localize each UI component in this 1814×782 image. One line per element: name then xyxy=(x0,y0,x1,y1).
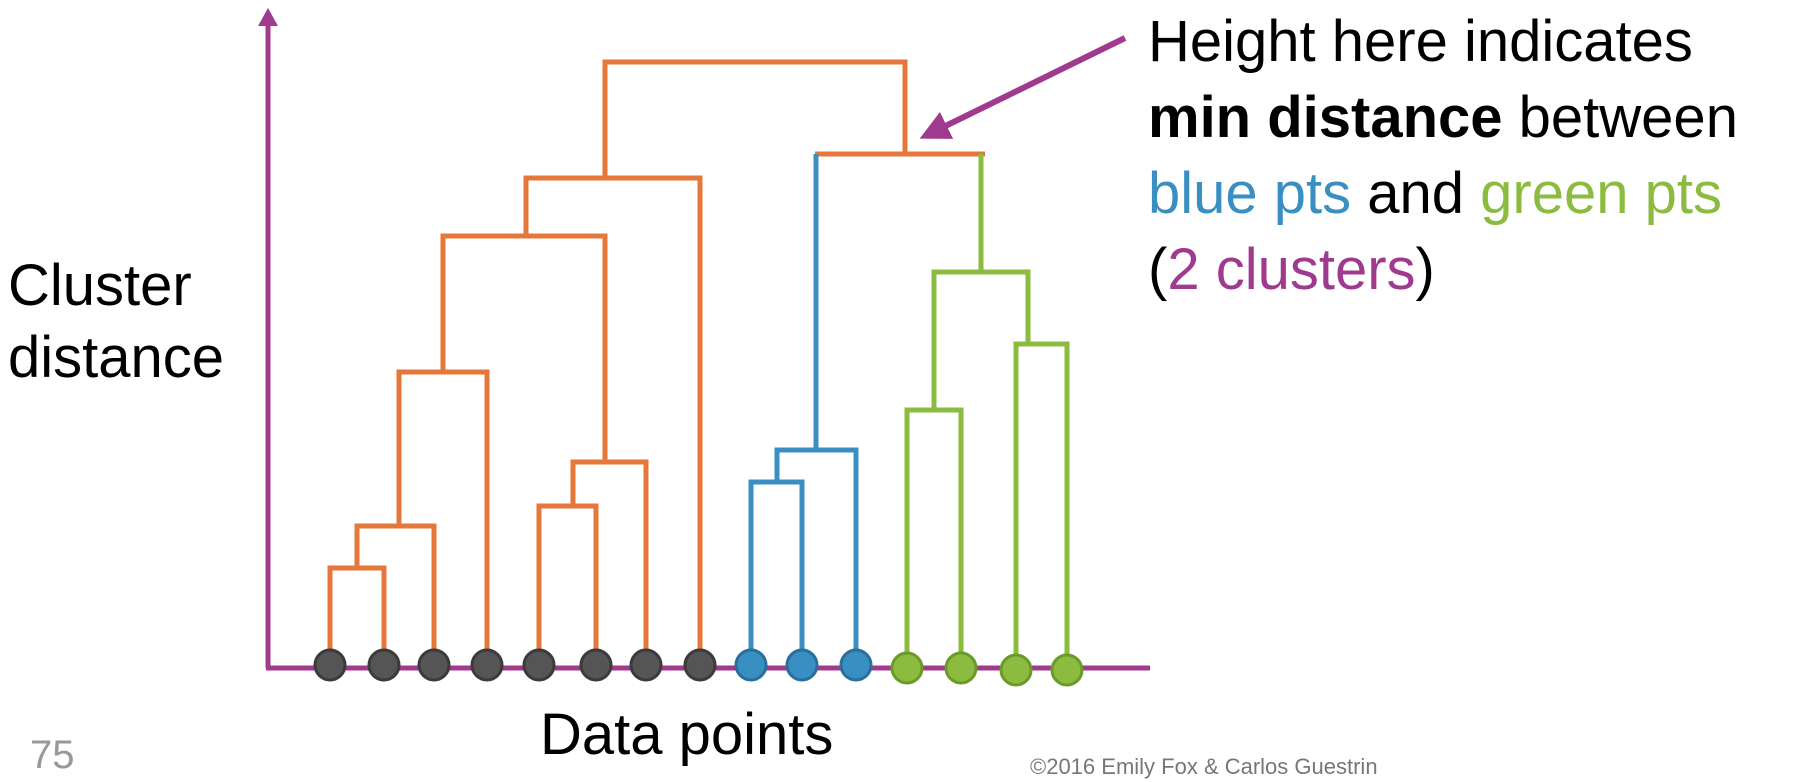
link-o8 xyxy=(602,59,908,178)
slide-number: 75 xyxy=(30,733,75,777)
data-point xyxy=(470,648,504,682)
data-points xyxy=(313,648,1084,687)
annotation-text: Height here indicates min distance betwe… xyxy=(1148,4,1808,308)
data-point xyxy=(734,648,768,682)
copyright-text: ©2016 Emily Fox & Carlos Guestrin xyxy=(1030,754,1378,779)
y-axis-arrowhead xyxy=(258,8,278,26)
y-axis-label-line2: distance xyxy=(8,325,225,390)
annotation-line3-mid: and xyxy=(1351,161,1481,226)
annotation-purple-text: 2 clusters xyxy=(1167,237,1416,302)
data-point xyxy=(629,648,663,682)
data-point xyxy=(579,648,613,682)
data-point xyxy=(999,653,1033,687)
link-o7 xyxy=(523,175,703,668)
link-o3 xyxy=(396,369,490,668)
annotation-line2-rest: between xyxy=(1502,85,1738,150)
data-point xyxy=(785,648,819,682)
annotation-line4: (2 clusters) xyxy=(1148,232,1808,308)
link-b1 xyxy=(748,479,805,668)
data-point xyxy=(313,648,347,682)
data-point xyxy=(417,648,451,682)
data-point xyxy=(683,648,717,682)
data-point xyxy=(890,651,924,685)
link-o5 xyxy=(570,459,649,668)
data-point xyxy=(367,648,401,682)
orange-links xyxy=(327,59,985,668)
y-axis-label-line1: Cluster xyxy=(8,253,192,318)
annotation-blue-text: blue pts xyxy=(1148,161,1352,226)
annotation-green-text: green pts xyxy=(1480,161,1722,226)
data-point xyxy=(1050,653,1084,687)
blue-links xyxy=(748,154,859,668)
link-o6 xyxy=(440,233,608,462)
link-o4 xyxy=(536,503,599,668)
y-axis-label: Cluster distance xyxy=(8,250,224,394)
annotation-line2: min distance between xyxy=(1148,80,1808,156)
annotation-arrow xyxy=(919,35,1127,139)
green-links xyxy=(904,154,1070,668)
annotation-paren-close: ) xyxy=(1415,237,1435,302)
annotation-line1: Height here indicates xyxy=(1148,9,1693,74)
data-point xyxy=(522,648,556,682)
annotation-bold-text: min distance xyxy=(1148,85,1503,150)
x-axis-label: Data points xyxy=(540,702,834,767)
data-point xyxy=(944,651,978,685)
annotation-paren-open: ( xyxy=(1148,237,1168,302)
annotation-line3: blue pts and green pts xyxy=(1148,156,1808,232)
data-point xyxy=(839,648,873,682)
link-o2 xyxy=(354,523,437,668)
link-g1 xyxy=(904,407,964,668)
link-g2 xyxy=(1013,341,1070,668)
